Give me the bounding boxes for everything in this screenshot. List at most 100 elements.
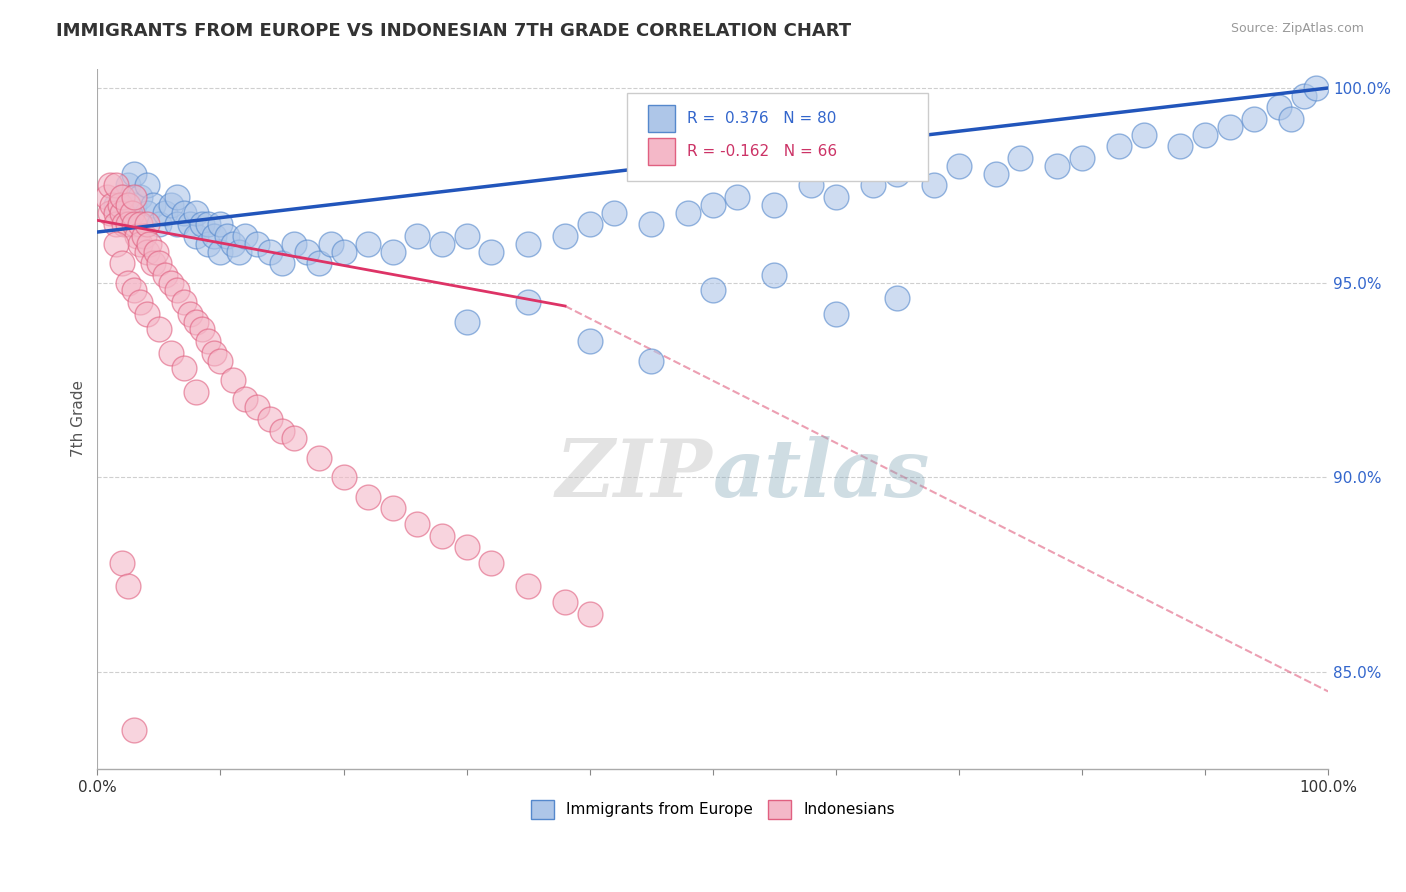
Point [197,236,219,251]
Point [1243,112,1265,127]
Y-axis label: 7th Grade: 7th Grade [72,380,86,458]
Point [160,198,183,212]
Point [357,236,380,251]
Point [124,217,146,231]
Text: R =  0.376   N = 80: R = 0.376 N = 80 [688,112,837,127]
Point [135,178,157,193]
Point [117,579,139,593]
Point [862,178,884,193]
Bar [648,105,675,132]
Point [1194,128,1216,142]
Point [1132,128,1154,142]
Point [209,217,232,231]
Point [702,198,724,212]
Point [142,198,165,212]
Point [1108,139,1130,153]
Point [406,516,429,531]
Point [209,353,232,368]
Point [138,236,160,251]
Point [886,167,908,181]
Point [124,198,146,212]
Point [202,228,225,243]
Point [111,556,134,570]
Point [145,244,167,259]
Point [702,284,724,298]
Point [184,384,207,399]
Point [283,236,305,251]
Point [381,501,404,516]
Point [578,607,600,621]
Point [295,244,318,259]
Point [98,178,121,193]
Point [153,268,176,282]
Point [160,276,183,290]
Point [222,373,245,387]
Point [1010,151,1032,165]
Point [578,334,600,348]
Point [824,307,846,321]
Point [381,244,404,259]
Point [308,450,330,465]
Point [246,401,269,415]
Point [259,412,281,426]
Point [1268,100,1291,114]
Point [209,244,232,259]
Point [824,190,846,204]
Point [676,205,699,219]
Point [135,217,157,231]
Point [406,228,429,243]
Point [173,295,195,310]
Point [179,217,201,231]
Point [554,595,576,609]
Point [1305,81,1327,95]
Point [112,217,135,231]
Point [124,723,146,738]
Point [129,190,152,204]
Point [166,217,188,231]
Point [578,217,600,231]
Point [153,205,176,219]
Point [228,244,250,259]
Point [166,284,188,298]
Text: R = -0.162   N = 66: R = -0.162 N = 66 [688,145,837,160]
Point [922,178,945,193]
Point [640,217,662,231]
Point [283,431,305,445]
Point [108,198,131,212]
Point [148,217,170,231]
Point [332,244,354,259]
Point [125,228,148,243]
Point [984,167,1007,181]
Point [111,256,134,270]
Point [800,178,823,193]
Point [101,198,124,212]
Point [129,236,152,251]
Point [1071,151,1094,165]
Point [233,228,256,243]
Point [111,190,134,204]
Point [222,236,245,251]
Point [430,236,453,251]
Point [271,424,294,438]
Point [111,190,134,204]
Point [1046,159,1069,173]
Point [166,190,188,204]
Bar [648,138,675,164]
Point [725,190,748,204]
Legend: Immigrants from Europe, Indonesians: Immigrants from Europe, Indonesians [524,794,901,825]
Point [517,236,540,251]
Point [479,244,502,259]
Point [148,256,170,270]
Point [1279,112,1302,127]
Point [517,579,540,593]
Point [233,392,256,407]
Point [886,291,908,305]
Point [1170,139,1192,153]
Point [517,295,540,310]
Point [142,256,165,270]
Point [124,284,146,298]
Point [430,529,453,543]
Point [129,217,152,231]
Point [173,361,195,376]
Point [479,556,502,570]
